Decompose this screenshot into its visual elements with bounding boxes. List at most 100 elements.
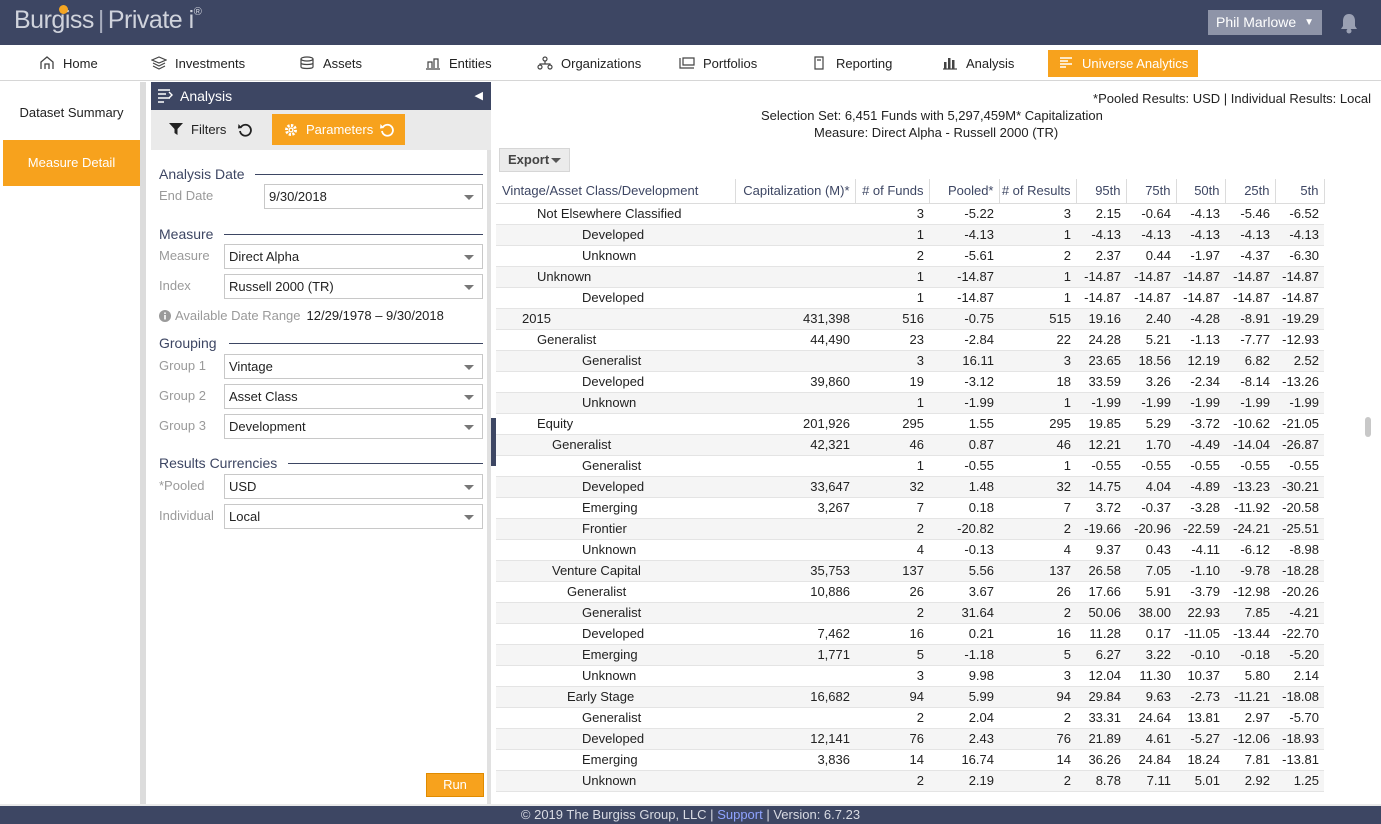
table-cell: 19.16: [1076, 308, 1126, 330]
table-row[interactable]: Unknown 3 9.98 3 12.04 11.30 10.37 5.80 2.14: [496, 665, 1324, 687]
reset-parameters-icon[interactable]: [380, 123, 394, 137]
table-row[interactable]: Developed 1 -4.13 1 -4.13 -4.13 -4.13 -4.13 -4.1…: [496, 224, 1324, 246]
end-date-select[interactable]: 9/30/2018: [264, 184, 483, 209]
table-cell: 14: [855, 749, 929, 771]
table-cell: -14.87: [1076, 287, 1126, 309]
table-row[interactable]: Developed 39,860 19 -3.12 18 33.59 3.26 -2.34 -8…: [496, 371, 1324, 393]
group3-select[interactable]: Development: [224, 414, 483, 439]
individual-currency-label: Individual: [159, 508, 214, 523]
column-header[interactable]: Capitalization (M)*: [735, 179, 856, 204]
table-row[interactable]: Early Stage 16,682 94 5.99 94 29.84 9.63 -2.73-…: [496, 686, 1324, 708]
reset-filters-icon[interactable]: [238, 123, 252, 137]
table-cell: 12,141: [735, 728, 855, 750]
index-select[interactable]: Russell 2000 (TR): [224, 274, 483, 299]
table-cell: 3: [855, 665, 929, 687]
row-label: Developed: [496, 224, 735, 246]
table-row[interactable]: Emerging 3,836 14 16.74 14 36.26 24.84 18.24 7.8…: [496, 749, 1324, 771]
table-cell: 24.64: [1126, 707, 1176, 729]
table-cell: 5: [855, 644, 929, 666]
table-row[interactable]: Unknown 1 -1.99 1 -1.99 -1.99 -1.99 -1.99 -1.99: [496, 392, 1324, 414]
nav-analysis[interactable]: Analysis: [942, 50, 1014, 77]
table-cell: -7.77: [1225, 329, 1275, 351]
portfolios-icon: [679, 56, 695, 69]
group2-select[interactable]: Asset Class: [224, 384, 483, 409]
column-header[interactable]: Vintage/Asset Class/Development: [496, 179, 736, 204]
nav-portfolios[interactable]: Portfolios: [679, 50, 757, 77]
individual-currency-select[interactable]: Local: [224, 504, 483, 529]
table-cell: 5: [999, 644, 1076, 666]
burgiss-logo[interactable]: Burgiss | Private i®: [14, 5, 202, 34]
table-row[interactable]: Developed 33,647 32 1.48 32 14.75 4.04 -4.89 -13…: [496, 476, 1324, 498]
table-row[interactable]: Generalist 2 31.64 2 50.06 38.00 22.93 7.85 -4.2…: [496, 602, 1324, 624]
nav-home[interactable]: Home: [39, 50, 98, 77]
table-row[interactable]: 2015 431,398 516 -0.75 515 19.16 2.40 -4.28 -8.9…: [496, 308, 1324, 330]
table-row[interactable]: Developed 1 -14.87 1 -14.87 -14.87 -14.87 -14.8…: [496, 287, 1324, 309]
table-row[interactable]: Generalist 10,886 26 3.67 26 17.66 5.91 -3.79 -1…: [496, 581, 1324, 603]
notification-bell-icon[interactable]: [1339, 12, 1359, 34]
table-cell: -4.21: [1275, 602, 1324, 624]
table-cell: 2: [999, 602, 1076, 624]
nav-reporting[interactable]: Reporting: [812, 50, 892, 77]
group1-select[interactable]: Vintage: [224, 354, 483, 379]
column-header[interactable]: # of Results: [999, 179, 1077, 204]
pooled-results-note: *Pooled Results: USD | Individual Result…: [1093, 91, 1371, 106]
export-dropdown-button[interactable]: Export: [499, 148, 570, 172]
nav-investments[interactable]: Investments: [151, 50, 245, 77]
column-header[interactable]: Pooled*: [929, 179, 1000, 204]
sidebar-item-dataset-summary[interactable]: Dataset Summary: [19, 105, 124, 120]
nav-organizations[interactable]: Organizations: [537, 50, 641, 77]
table-row[interactable]: Not Elsewhere Classified 3 -5.22 3 2.15 -0.64…: [496, 203, 1324, 225]
table-row[interactable]: Unknown 1 -14.87 1 -14.87 -14.87 -14.87 -14.87-…: [496, 266, 1324, 288]
nav-assets[interactable]: Assets: [299, 50, 362, 77]
table-row[interactable]: Generalist 44,490 23 -2.84 22 24.28 5.21 -1.13-…: [496, 329, 1324, 351]
table-row[interactable]: Developed 7,462 16 0.21 16 11.28 0.17 -11.05 -13…: [496, 623, 1324, 645]
table-cell: 5.80: [1225, 665, 1275, 687]
tab-parameters[interactable]: Parameters: [272, 114, 405, 145]
pooled-currency-select[interactable]: USD: [224, 474, 483, 499]
run-button[interactable]: Run: [426, 773, 484, 797]
row-label: Early Stage: [496, 686, 735, 708]
table-row[interactable]: Generalist 42,321 46 0.87 46 12.21 1.70 -4.49 -1…: [496, 434, 1324, 456]
column-header[interactable]: 95th: [1076, 179, 1127, 204]
table-row[interactable]: Emerging 3,267 7 0.18 7 3.72 -0.37 -3.28 -11.92-…: [496, 497, 1324, 519]
column-header[interactable]: # of Funds: [855, 179, 930, 204]
column-header[interactable]: 50th: [1176, 179, 1226, 204]
logo-dot: [58, 5, 68, 14]
collapse-panel-icon[interactable]: ◀: [474, 90, 483, 102]
results-table-container[interactable]: Vintage/Asset Class/Development Capitaliz…: [496, 179, 1381, 804]
sidebar-item-measure-detail[interactable]: Measure Detail: [3, 140, 140, 186]
vertical-scrollbar[interactable]: [1365, 417, 1371, 437]
measure-select[interactable]: Direct Alpha: [224, 244, 483, 269]
support-link[interactable]: Support: [717, 807, 763, 822]
nav-entities[interactable]: Entities: [425, 50, 492, 77]
nav-universe-analytics[interactable]: Universe Analytics: [1048, 50, 1199, 77]
column-header[interactable]: 75th: [1126, 179, 1177, 204]
table-row[interactable]: Venture Capital 35,753 137 5.56 137 26.58 7.05…: [496, 560, 1324, 582]
table-row[interactable]: Generalist 1 -0.55 1 -0.55 -0.55 -0.55 -0.55 -0.…: [496, 455, 1324, 477]
panel-resize-handle[interactable]: [491, 418, 496, 466]
table-cell: 4: [999, 539, 1076, 561]
row-label: Generalist: [496, 602, 735, 624]
table-row[interactable]: Emerging 1,771 5 -1.18 5 6.27 3.22 -0.10 -0.18 -5…: [496, 644, 1324, 666]
table-row[interactable]: Frontier 2 -20.82 2 -19.66 -20.96 -22.59 -24.21…: [496, 518, 1324, 540]
column-header[interactable]: 5th: [1275, 179, 1325, 204]
tab-filters[interactable]: Filters: [169, 114, 252, 145]
table-row[interactable]: Equity 201,926 295 1.55 295 19.85 5.29 -3.72 -10…: [496, 413, 1324, 435]
table-cell: 14: [999, 749, 1076, 771]
table-row[interactable]: Generalist 3 16.11 3 23.65 18.56 12.19 6.82 2.52: [496, 350, 1324, 372]
table-row[interactable]: Developed 12,141 76 2.43 76 21.89 4.61 -5.27 -12…: [496, 728, 1324, 750]
table-row[interactable]: Unknown 4 -0.13 4 9.37 0.43 -4.11 -6.12 -8.98: [496, 539, 1324, 561]
table-cell: 2.43: [929, 728, 999, 750]
table-row[interactable]: Unknown 2 2.19 2 8.78 7.11 5.01 2.92 1.25: [496, 770, 1324, 792]
user-menu-button[interactable]: Phil Marlowe ▼: [1208, 10, 1322, 35]
chevron-down-icon: [464, 515, 474, 520]
table-cell: -4.13: [1275, 224, 1324, 246]
table-row[interactable]: Unknown 2 -5.61 2 2.37 0.44 -1.97 -4.37 -6.30: [496, 245, 1324, 267]
table-cell: 46: [855, 434, 929, 456]
universe-analytics-icon: [1060, 56, 1072, 68]
available-date-range: Available Date Range 12/29/1978 – 9/30/20…: [159, 308, 444, 323]
table-row[interactable]: Generalist 2 2.04 2 33.31 24.64 13.81 2.97 -5.70: [496, 707, 1324, 729]
table-body: Not Elsewhere Classified 3 -5.22 3 2.15 -0.64…: [496, 203, 1324, 792]
column-header[interactable]: 25th: [1225, 179, 1276, 204]
table-cell: -14.87: [1076, 266, 1126, 288]
